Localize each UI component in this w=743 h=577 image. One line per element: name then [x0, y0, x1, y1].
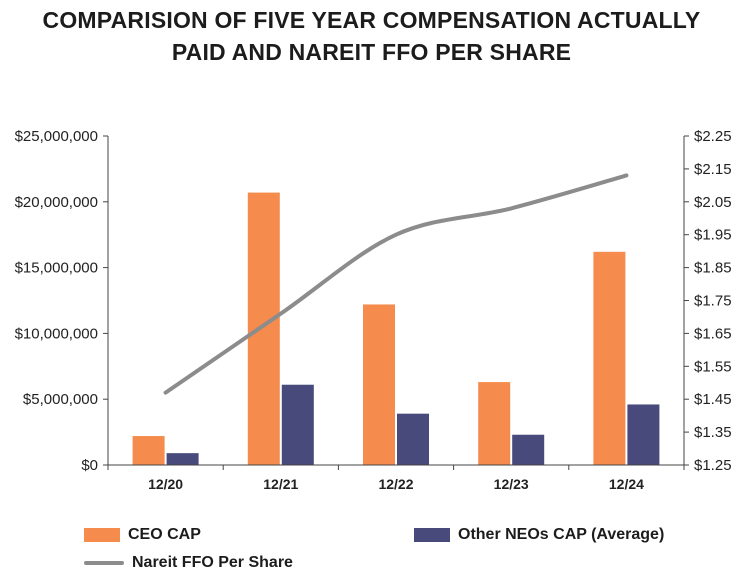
left-axis-tick-label: $5,000,000: [23, 391, 98, 408]
x-axis-category-label: 12/20: [148, 476, 183, 492]
legend-label-nareit-ffo: Nareit FFO Per Share: [132, 554, 293, 571]
right-axis-tick-label: $1.45: [694, 391, 732, 408]
right-axis-tick-label: $1.35: [694, 424, 732, 441]
bar-other-neos-cap: [512, 434, 545, 465]
x-axis: 12/20 12/21 12/22 12/23 12/24: [107, 464, 685, 492]
ffo-line-group: [163, 173, 629, 395]
right-axis-tick-label: $1.95: [694, 227, 732, 244]
left-axis-tick-label: $10,000,000: [15, 325, 98, 342]
right-axis-tick-label: $2.15: [694, 161, 732, 178]
bar-ceo-cap: [593, 251, 626, 465]
legend-item-other-neos-cap: Other NEOs CAP (Average): [414, 526, 664, 544]
right-axis: $1.25 $1.35 $1.45 $1.55 $1.65 $1.75 $1.85 $1.95…: [683, 128, 732, 474]
x-axis-category-label: 12/22: [378, 476, 413, 492]
bar-other-neos-cap: [281, 384, 314, 465]
legend-item-nareit-ffo: Nareit FFO Per Share: [84, 554, 293, 572]
bar-other-neos-cap: [166, 453, 199, 465]
left-axis: $0 $5,000,000 $10,000,000 $15,000,000 $20,00…: [15, 128, 109, 474]
left-axis-tick-label: $25,000,000: [15, 128, 98, 145]
bar-other-neos-cap: [397, 413, 429, 465]
bar-other-neos-cap: [627, 404, 660, 465]
chart-title: COMPARISION OF FIVE YEAR COMPENSATION AC…: [0, 4, 743, 68]
legend-swatch-ceo-cap: [84, 528, 120, 542]
right-axis-tick-label: $1.25: [694, 457, 732, 474]
bar-ceo-cap: [132, 436, 165, 465]
right-axis-tick-label: $1.65: [694, 325, 732, 342]
legend-swatch-nareit-ffo: [84, 561, 124, 565]
legend-label-ceo-cap: CEO CAP: [128, 526, 201, 543]
right-axis-tick-label: $2.25: [694, 128, 732, 145]
x-axis-category-label: 12/24: [609, 476, 644, 492]
x-axis-category-label: 12/23: [494, 476, 529, 492]
left-axis-tick-label: $15,000,000: [15, 260, 98, 277]
line-nareit-ffo: [163, 173, 629, 395]
left-axis-tick-label: $20,000,000: [15, 194, 98, 211]
x-axis-category-label: 12/21: [263, 476, 298, 492]
right-axis-tick-label: $1.55: [694, 358, 732, 375]
chart-title-line-1: COMPARISION OF FIVE YEAR COMPENSATION AC…: [42, 7, 701, 33]
right-axis-tick-label: $2.05: [694, 194, 732, 211]
bars-group: [132, 192, 660, 465]
legend-label-other-neos-cap: Other NEOs CAP (Average): [458, 526, 665, 543]
bar-ceo-cap: [247, 192, 280, 465]
bar-ceo-cap: [363, 304, 395, 465]
left-axis-tick-label: $0: [81, 457, 98, 474]
bar-ceo-cap: [478, 382, 511, 465]
right-axis-tick-label: $1.75: [694, 293, 732, 310]
legend-swatch-other-neos-cap: [414, 528, 450, 542]
right-axis-tick-label: $1.85: [694, 260, 732, 277]
legend-item-ceo-cap: CEO CAP: [84, 526, 201, 544]
chart-title-line-2: PAID AND NAREIT FFO PER SHARE: [171, 39, 572, 65]
